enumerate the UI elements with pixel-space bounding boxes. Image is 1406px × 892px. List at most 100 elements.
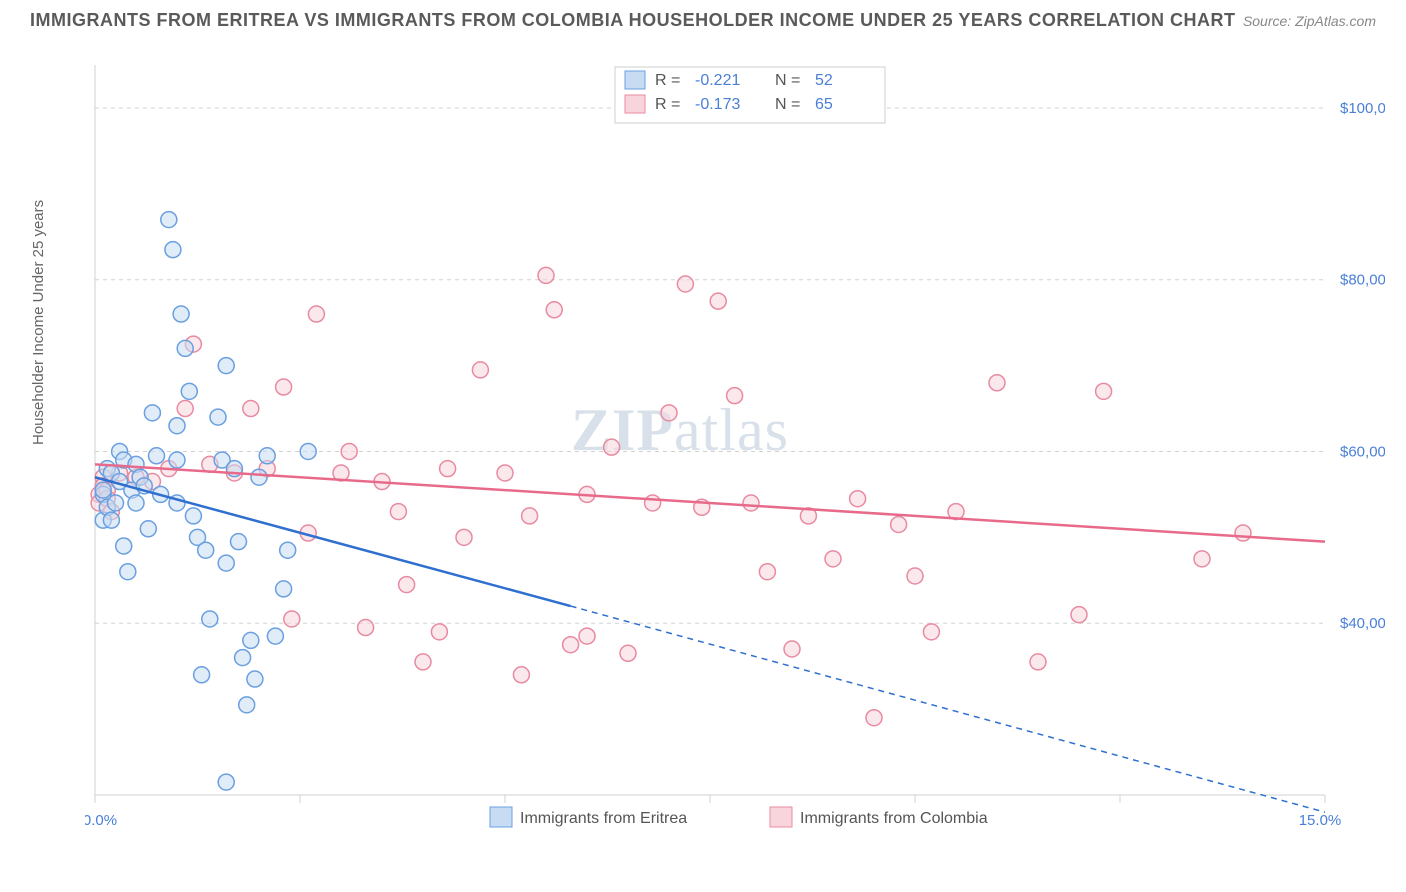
data-point <box>390 504 406 520</box>
data-point <box>95 482 111 498</box>
data-point <box>891 516 907 532</box>
trendline-eritrea <box>95 477 571 606</box>
data-point <box>116 538 132 554</box>
legend-label: Immigrants from Colombia <box>800 810 988 827</box>
data-point <box>243 632 259 648</box>
legend-swatch <box>770 807 792 827</box>
data-point <box>218 358 234 374</box>
y-axis-label: Householder Income Under 25 years <box>30 200 47 445</box>
data-point <box>218 555 234 571</box>
data-point <box>185 508 201 524</box>
data-point <box>231 534 247 550</box>
chart-container: Householder Income Under 25 years $40,00… <box>50 45 1390 845</box>
data-point <box>251 469 267 485</box>
scatter-plot: $40,000$60,000$80,000$100,000ZIPatlas0.0… <box>85 55 1385 845</box>
y-tick-label: $100,000 <box>1340 100 1385 117</box>
data-point <box>784 641 800 657</box>
data-point <box>923 624 939 640</box>
y-tick-label: $60,000 <box>1340 443 1385 460</box>
data-point <box>522 508 538 524</box>
title-bar: IMMIGRANTS FROM ERITREA VS IMMIGRANTS FR… <box>0 0 1406 37</box>
data-point <box>431 624 447 640</box>
data-point <box>1071 607 1087 623</box>
data-point <box>472 362 488 378</box>
stats-r-value: -0.221 <box>695 72 740 89</box>
data-point <box>825 551 841 567</box>
data-point <box>218 774 234 790</box>
data-point <box>247 671 263 687</box>
data-point <box>284 611 300 627</box>
data-point <box>128 495 144 511</box>
data-point <box>620 645 636 661</box>
data-point <box>645 495 661 511</box>
data-point <box>173 306 189 322</box>
data-point <box>677 276 693 292</box>
source-label: Source: ZipAtlas.com <box>1243 13 1376 29</box>
data-point <box>169 418 185 434</box>
data-point <box>149 448 165 464</box>
data-point <box>276 379 292 395</box>
stats-n-label: N = <box>775 72 800 89</box>
legend-label: Immigrants from Eritrea <box>520 810 687 827</box>
data-point <box>198 542 214 558</box>
stats-r-label: R = <box>655 72 680 89</box>
data-point <box>440 461 456 477</box>
x-max-label: 15.0% <box>1299 812 1342 829</box>
data-point <box>497 465 513 481</box>
stats-n-label: N = <box>775 96 800 113</box>
data-point <box>140 521 156 537</box>
data-point <box>563 637 579 653</box>
data-point <box>177 340 193 356</box>
data-point <box>169 452 185 468</box>
data-point <box>1096 383 1112 399</box>
x-min-label: 0.0% <box>85 812 117 829</box>
data-point <box>243 401 259 417</box>
y-tick-label: $80,000 <box>1340 272 1385 289</box>
data-point <box>210 409 226 425</box>
stats-r-value: -0.173 <box>695 96 740 113</box>
data-point <box>710 293 726 309</box>
data-point <box>456 529 472 545</box>
data-point <box>259 448 275 464</box>
stats-swatch <box>625 95 645 113</box>
data-point <box>907 568 923 584</box>
data-point <box>604 439 620 455</box>
data-point <box>144 405 160 421</box>
data-point <box>202 611 218 627</box>
data-point <box>108 495 124 511</box>
data-point <box>120 564 136 580</box>
stats-swatch <box>625 71 645 89</box>
data-point <box>415 654 431 670</box>
data-point <box>399 577 415 593</box>
data-point <box>1235 525 1251 541</box>
trendline-eritrea-ext <box>571 606 1325 812</box>
data-point <box>743 495 759 511</box>
data-point <box>513 667 529 683</box>
data-point <box>850 491 866 507</box>
data-point <box>235 650 251 666</box>
data-point <box>538 267 554 283</box>
data-point <box>1194 551 1210 567</box>
data-point <box>759 564 775 580</box>
stats-n-value: 52 <box>815 72 833 89</box>
data-point <box>989 375 1005 391</box>
stats-r-label: R = <box>655 96 680 113</box>
data-point <box>661 405 677 421</box>
data-point <box>239 697 255 713</box>
trendline-colombia <box>95 464 1325 541</box>
chart-title: IMMIGRANTS FROM ERITREA VS IMMIGRANTS FR… <box>30 10 1236 31</box>
data-point <box>165 242 181 258</box>
data-point <box>267 628 283 644</box>
data-point <box>276 581 292 597</box>
data-point <box>546 302 562 318</box>
watermark: ZIPatlas <box>571 397 789 463</box>
data-point <box>866 710 882 726</box>
data-point <box>300 443 316 459</box>
data-point <box>177 401 193 417</box>
data-point <box>727 388 743 404</box>
data-point <box>579 628 595 644</box>
data-point <box>1030 654 1046 670</box>
data-point <box>161 212 177 228</box>
data-point <box>308 306 324 322</box>
stats-n-value: 65 <box>815 96 833 113</box>
